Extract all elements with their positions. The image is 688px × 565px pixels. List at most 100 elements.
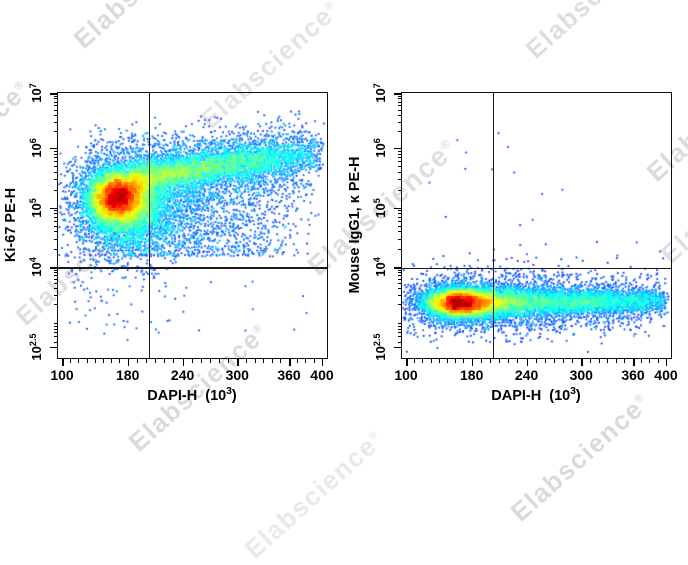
y-minor-tick xyxy=(53,114,57,116)
x-minor-tick xyxy=(254,359,256,363)
y-major-tick xyxy=(394,267,401,269)
y-tick-label: 102.5 xyxy=(27,333,45,361)
y-minor-tick xyxy=(397,332,401,334)
x-minor-tick xyxy=(641,359,643,363)
x-minor-tick xyxy=(499,359,501,363)
y-minor-tick xyxy=(53,165,57,167)
y-minor-tick xyxy=(53,288,57,290)
y-minor-tick xyxy=(53,295,57,297)
y-minor-tick xyxy=(397,157,401,159)
x-tick-label: 360 xyxy=(277,367,301,383)
x-minor-tick xyxy=(553,359,555,363)
x-tick-label: 360 xyxy=(621,367,645,383)
plot-frame xyxy=(57,92,328,359)
y-minor-tick xyxy=(397,304,401,306)
y-minor-tick xyxy=(53,238,57,240)
x-minor-tick xyxy=(517,359,519,363)
y-minor-tick xyxy=(53,105,57,107)
x-minor-tick xyxy=(305,359,307,363)
y-minor-tick xyxy=(53,332,57,334)
x-minor-tick xyxy=(78,359,80,363)
x-major-tick xyxy=(406,359,408,366)
x-minor-tick xyxy=(455,359,457,363)
y-minor-tick xyxy=(397,121,401,123)
y-minor-tick xyxy=(53,189,57,191)
y-minor-tick xyxy=(397,279,401,281)
quadrant-horizontal-line xyxy=(402,267,671,270)
y-minor-tick xyxy=(53,109,57,111)
y-minor-tick xyxy=(53,213,57,215)
x-tick-label: 180 xyxy=(459,367,484,383)
x-minor-tick xyxy=(271,359,273,363)
watermark-text: Elabscience® xyxy=(238,428,383,565)
quadrant-horizontal-line xyxy=(58,267,327,269)
y-minor-tick xyxy=(53,157,57,159)
x-minor-tick xyxy=(245,359,247,363)
y-minor-tick xyxy=(53,131,57,133)
x-minor-tick xyxy=(544,359,546,363)
y-minor-tick xyxy=(53,95,57,97)
x-minor-tick xyxy=(615,359,617,363)
y-minor-tick xyxy=(53,171,57,173)
y-major-tick xyxy=(394,93,401,95)
x-minor-tick xyxy=(191,359,193,363)
x-minor-tick xyxy=(263,359,265,363)
y-minor-tick xyxy=(53,272,57,274)
y-minor-tick xyxy=(397,114,401,116)
x-major-tick xyxy=(62,359,64,366)
y-major-tick xyxy=(50,346,57,349)
x-tick-label: 100 xyxy=(394,367,418,383)
y-minor-tick xyxy=(53,179,57,181)
x-minor-tick xyxy=(598,359,600,363)
y-minor-tick xyxy=(397,328,401,330)
y-minor-tick xyxy=(53,98,57,100)
y-major-tick xyxy=(50,93,57,95)
y-minor-tick xyxy=(397,220,401,222)
y-minor-tick xyxy=(53,328,57,330)
y-minor-tick xyxy=(397,161,401,163)
y-minor-tick xyxy=(397,288,401,290)
y-minor-tick xyxy=(397,283,401,285)
y-minor-tick xyxy=(397,216,401,218)
y-minor-tick xyxy=(397,269,401,271)
y-minor-tick xyxy=(53,275,57,277)
x-minor-tick xyxy=(508,359,510,363)
quadrant-vertical-line xyxy=(492,93,494,358)
y-minor-tick xyxy=(53,210,57,212)
y-minor-tick xyxy=(53,101,57,103)
x-minor-tick xyxy=(624,359,626,363)
y-minor-tick xyxy=(397,210,401,212)
y-tick-label: 105 xyxy=(371,197,389,218)
x-major-tick xyxy=(237,359,239,366)
x-minor-tick xyxy=(649,359,651,363)
y-axis-title: Mouse IgG1, κ PE-H xyxy=(347,156,363,294)
y-minor-tick xyxy=(397,225,401,227)
y-minor-tick xyxy=(397,295,401,297)
x-major-tick xyxy=(665,359,668,366)
x-axis-title: DAPI-H (103) xyxy=(491,386,581,404)
y-major-tick xyxy=(50,147,57,150)
y-minor-tick xyxy=(397,98,401,100)
y-axis-title: Ki-67 PE-H xyxy=(3,187,19,263)
x-minor-tick xyxy=(589,359,591,363)
y-major-tick xyxy=(50,207,57,210)
y-major-tick xyxy=(394,207,401,210)
x-minor-tick xyxy=(145,359,147,363)
x-minor-tick xyxy=(86,359,88,363)
y-minor-tick xyxy=(53,225,57,227)
flow-plot-ki67: Ki-67 PE-H 107 106 105 104 102.5 100 180 240 30… xyxy=(3,83,334,404)
x-tick-label: 240 xyxy=(514,367,539,383)
x-tick-label: 180 xyxy=(115,367,140,383)
x-minor-tick xyxy=(463,359,465,363)
x-minor-tick xyxy=(209,359,211,363)
y-minor-tick xyxy=(397,131,401,133)
x-minor-tick xyxy=(480,359,482,363)
x-tick-label: 400 xyxy=(654,367,678,383)
y-minor-tick xyxy=(397,325,401,327)
x-axis-title: DAPI-H (103) xyxy=(147,386,237,404)
y-tick-label: 104 xyxy=(371,257,389,277)
y-minor-tick xyxy=(397,213,401,215)
x-minor-tick xyxy=(200,359,202,363)
y-minor-tick xyxy=(53,220,57,222)
